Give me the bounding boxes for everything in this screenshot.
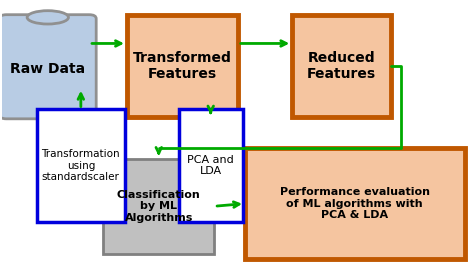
FancyBboxPatch shape [245,148,465,259]
Text: Performance evaluation
of ML algorithms with
PCA & LDA: Performance evaluation of ML algorithms … [280,187,430,220]
Text: PCA and
LDA: PCA and LDA [187,155,234,176]
FancyBboxPatch shape [292,15,392,117]
Text: Reduced
Features: Reduced Features [307,51,376,81]
Ellipse shape [27,11,68,24]
Text: Raw Data: Raw Data [10,62,85,76]
Text: Classification
by ML
Algorithms: Classification by ML Algorithms [117,190,201,223]
Text: Transformation
using
standardscaler: Transformation using standardscaler [42,149,120,182]
Text: Transformed
Features: Transformed Features [133,51,232,81]
FancyBboxPatch shape [103,159,214,254]
FancyBboxPatch shape [127,15,238,117]
FancyBboxPatch shape [0,15,96,119]
FancyBboxPatch shape [37,109,125,222]
FancyBboxPatch shape [179,109,243,222]
